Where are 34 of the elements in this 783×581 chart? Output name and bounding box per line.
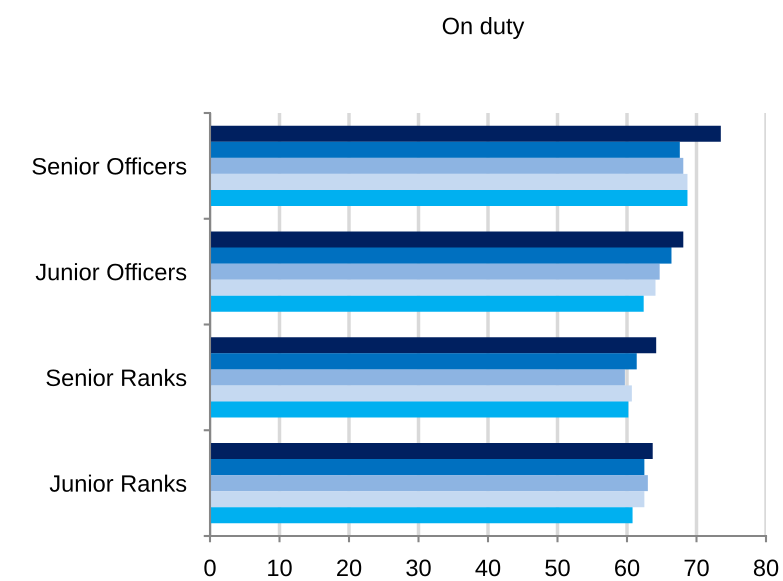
bar: [210, 475, 648, 492]
y-tick-label: Senior Ranks: [46, 368, 186, 386]
chart-title: On duty: [442, 16, 524, 40]
bar: [210, 401, 628, 418]
bar: [210, 190, 688, 206]
bar: [210, 174, 688, 190]
y-tick-label: Senior Officers: [32, 157, 186, 175]
bar: [210, 385, 632, 402]
x-tick-label: 50: [545, 560, 570, 576]
bar: [210, 231, 684, 248]
bar: [210, 337, 656, 354]
bar: [210, 459, 644, 476]
bar: [210, 280, 656, 296]
x-tick-label: 40: [475, 560, 500, 576]
y-tick-label: Junior Ranks: [50, 474, 186, 492]
bar: [210, 442, 653, 460]
bar: [210, 507, 633, 524]
bar: [210, 296, 644, 312]
bar: [210, 142, 680, 158]
bar: [210, 491, 644, 508]
bar: [210, 353, 637, 370]
bar: [210, 264, 660, 280]
x-tick-label: 60: [615, 560, 640, 576]
bar: [210, 248, 672, 264]
y-tick-label: Junior Officers: [36, 263, 186, 280]
x-tick-label: 20: [337, 560, 362, 576]
x-tick-label: 80: [754, 560, 778, 576]
x-tick-label: 30: [406, 560, 431, 576]
bar: [210, 126, 721, 142]
bar: [210, 158, 684, 174]
x-tick-label: 70: [684, 560, 709, 576]
x-tick-label: 10: [268, 560, 292, 576]
x-tick-label: 0: [204, 560, 216, 576]
bar: [210, 369, 625, 386]
